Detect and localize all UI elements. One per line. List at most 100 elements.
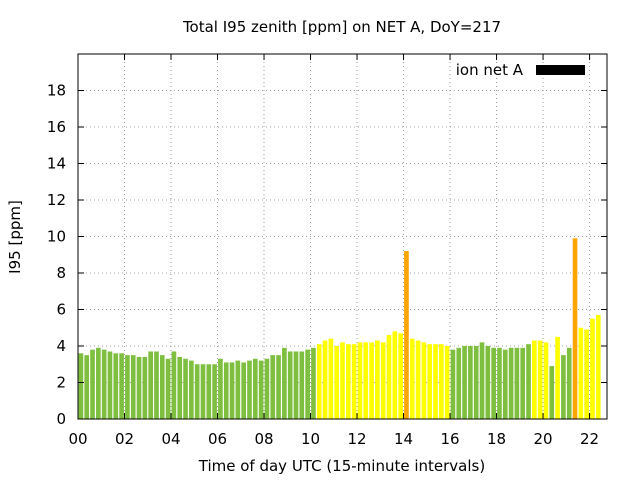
bar xyxy=(340,342,345,419)
x-tick-label: 14 xyxy=(394,430,413,448)
bar xyxy=(369,342,374,419)
bar xyxy=(84,355,90,420)
x-tick-label: 20 xyxy=(534,430,553,448)
bar xyxy=(299,351,305,419)
bar xyxy=(392,331,398,419)
bar xyxy=(258,360,264,419)
y-tick-label: 16 xyxy=(47,118,66,136)
bar xyxy=(136,356,142,419)
bar xyxy=(450,349,456,419)
bar xyxy=(229,362,235,419)
bar xyxy=(479,342,485,419)
bar xyxy=(549,366,555,419)
bar xyxy=(194,364,200,419)
bar xyxy=(404,251,409,419)
y-tick-label: 10 xyxy=(47,228,66,246)
bar xyxy=(462,346,467,419)
bar xyxy=(282,347,287,419)
legend: ion net A xyxy=(456,61,585,79)
bar xyxy=(572,238,578,419)
bar xyxy=(386,335,392,419)
bar xyxy=(200,364,206,419)
bar xyxy=(491,347,496,419)
y-tick-label: 14 xyxy=(47,155,66,173)
bar xyxy=(375,340,380,419)
bar xyxy=(276,355,281,420)
x-tick-label: 02 xyxy=(115,430,134,448)
bar xyxy=(584,329,589,419)
bar xyxy=(142,356,148,419)
x-tick-label: 16 xyxy=(440,430,459,448)
bar xyxy=(78,353,84,419)
bar xyxy=(415,340,421,419)
bar xyxy=(590,318,595,420)
bar xyxy=(113,353,119,419)
bar xyxy=(485,346,491,419)
bar xyxy=(171,351,177,419)
bar xyxy=(328,338,334,419)
bar xyxy=(497,347,502,419)
bar xyxy=(363,342,369,419)
x-axis-label: Time of day UTC (15-minute intervals) xyxy=(198,457,485,475)
bar xyxy=(96,347,101,419)
bar xyxy=(468,346,473,419)
bar xyxy=(101,349,107,419)
bar xyxy=(293,351,299,419)
bar xyxy=(456,347,462,419)
x-tick-label: 06 xyxy=(208,430,227,448)
bar xyxy=(177,356,183,419)
x-tick-label: 04 xyxy=(161,430,180,448)
y-tick-label: 18 xyxy=(47,82,66,100)
bar xyxy=(526,344,531,419)
bar xyxy=(264,358,270,419)
bars xyxy=(78,238,601,420)
bar xyxy=(380,342,386,419)
bar xyxy=(154,351,159,419)
x-tick-label: 00 xyxy=(68,430,87,448)
bar xyxy=(433,344,438,419)
bar xyxy=(473,346,479,419)
y-tick-label: 8 xyxy=(56,264,66,282)
bar xyxy=(235,360,241,419)
bar xyxy=(311,347,316,419)
y-tick-label: 6 xyxy=(56,301,66,319)
bar xyxy=(537,340,543,419)
bar xyxy=(398,333,403,419)
y-tick-label: 12 xyxy=(47,191,66,209)
bar xyxy=(130,355,136,420)
bar xyxy=(351,344,357,419)
bar xyxy=(189,360,194,419)
x-tick-label: 18 xyxy=(487,430,506,448)
bar xyxy=(508,347,514,419)
bar xyxy=(148,351,153,419)
grid-lines xyxy=(78,54,607,419)
bar xyxy=(165,358,171,419)
bar xyxy=(183,358,188,419)
bar xyxy=(247,360,252,419)
bar xyxy=(159,355,165,420)
bar xyxy=(334,346,340,419)
bar xyxy=(421,342,427,419)
chart-title: Total I95 zenith [ppm] on NET A, DoY=217 xyxy=(182,18,501,36)
legend-swatch xyxy=(536,65,585,75)
bar xyxy=(566,347,572,419)
bar xyxy=(119,353,124,419)
bar xyxy=(555,336,560,420)
bar xyxy=(409,338,415,419)
bar xyxy=(125,355,130,420)
bar xyxy=(90,349,95,419)
bar xyxy=(561,355,566,420)
bar xyxy=(107,351,113,419)
bar xyxy=(287,351,293,419)
bar xyxy=(345,344,351,419)
y-tick-label: 0 xyxy=(56,410,66,428)
bar xyxy=(305,349,310,419)
bar xyxy=(206,364,212,419)
bar xyxy=(357,342,363,419)
bar xyxy=(502,349,508,419)
bar xyxy=(316,344,322,419)
legend-label: ion net A xyxy=(456,61,524,79)
